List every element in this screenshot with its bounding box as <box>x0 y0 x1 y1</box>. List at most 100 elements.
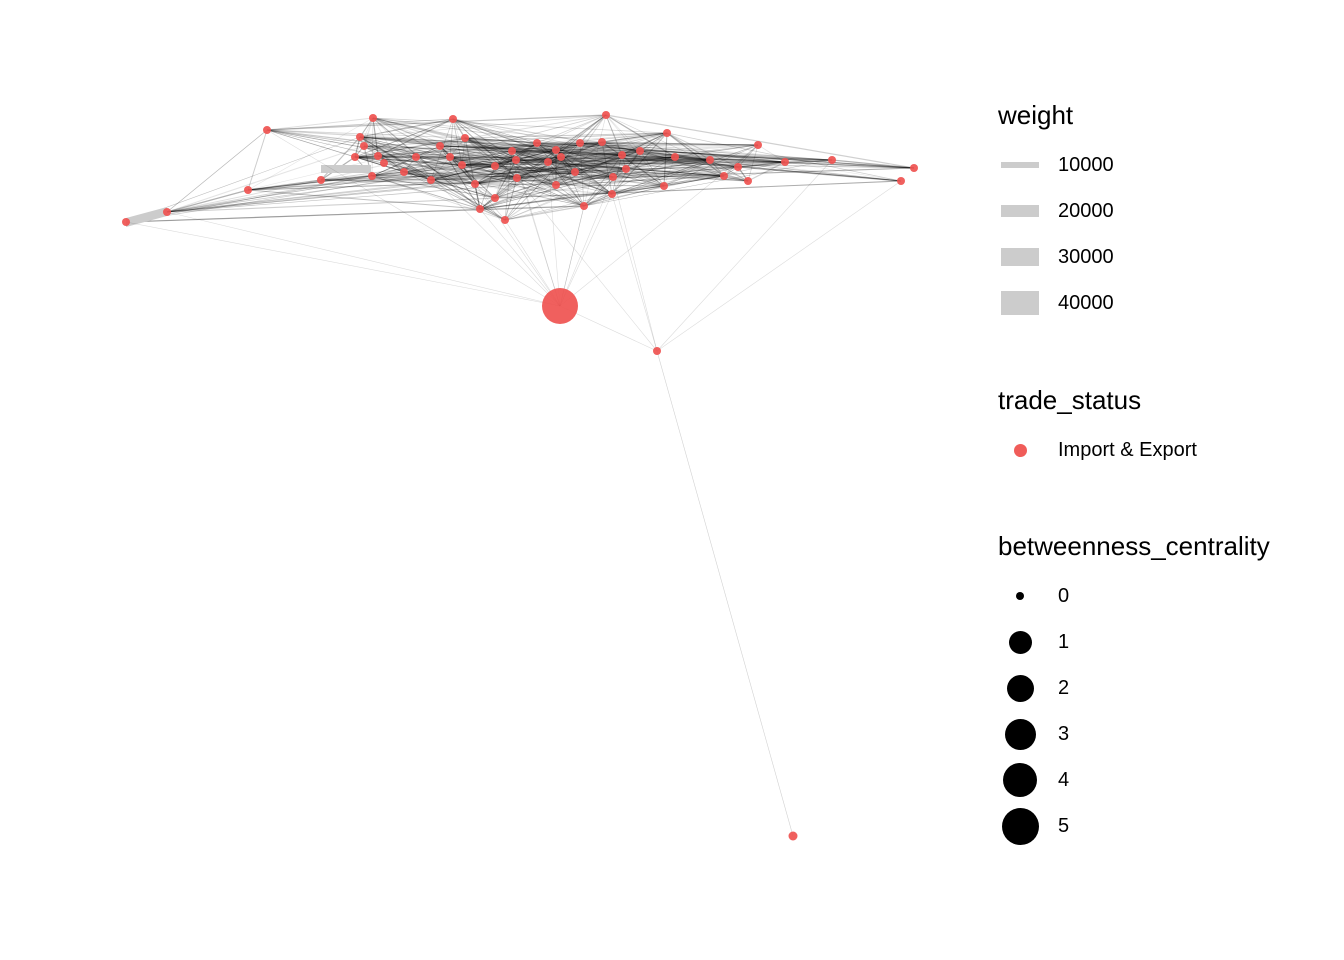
network-edge <box>494 142 581 167</box>
network-edge <box>494 142 581 199</box>
network-edge <box>621 132 668 156</box>
network-edge <box>511 150 518 179</box>
network-node <box>660 182 668 190</box>
legend-weight-item: 30000 <box>998 234 1114 280</box>
network-edge <box>371 164 463 177</box>
legend-betweenness-item: 0 <box>998 573 1270 619</box>
network-edge <box>579 142 749 182</box>
network-edge <box>479 175 725 210</box>
network-edge <box>547 161 557 186</box>
network-edge <box>372 117 557 186</box>
network-node <box>512 156 520 164</box>
network-edge <box>639 132 668 152</box>
network-edge <box>515 159 557 186</box>
network-edge <box>574 156 676 173</box>
network-edge <box>494 168 627 199</box>
network-node <box>449 115 457 123</box>
network-edge <box>461 156 562 166</box>
network-edge <box>452 118 549 163</box>
network-edge <box>612 150 641 178</box>
network-edge <box>430 179 481 210</box>
network-edge <box>516 114 607 179</box>
network-edge <box>747 161 786 182</box>
network-edge <box>621 144 759 156</box>
network-edge <box>511 150 562 158</box>
network-edge <box>439 145 557 151</box>
network-edge <box>354 156 585 207</box>
network-edge <box>377 155 496 199</box>
network-edge <box>536 142 627 170</box>
network-edge <box>474 183 585 207</box>
network-edge <box>583 159 833 207</box>
network-edge <box>464 132 668 139</box>
network-edge <box>555 161 786 186</box>
network-edge <box>359 136 405 173</box>
network-edge <box>359 136 739 168</box>
network-edge <box>474 171 576 185</box>
network-edge <box>449 118 454 158</box>
network-edge <box>372 117 549 163</box>
network-edge <box>579 114 607 144</box>
network-node <box>828 156 836 164</box>
network-edge <box>621 154 676 158</box>
network-edge <box>515 132 668 161</box>
network-edge <box>511 150 576 173</box>
network-edge <box>266 129 451 158</box>
weight-key-swatch <box>1001 205 1039 217</box>
legend-betweenness-label: 0 <box>1058 584 1070 607</box>
size-key-dot <box>1003 763 1037 797</box>
network-edge <box>359 136 432 181</box>
network-edge <box>560 156 749 182</box>
network-edge <box>354 156 557 186</box>
network-node <box>508 147 516 155</box>
network-edge <box>504 176 614 221</box>
network-edge <box>674 144 759 158</box>
network-edge <box>515 159 561 307</box>
network-edge <box>515 142 538 161</box>
network-node <box>671 153 679 161</box>
network-edge <box>415 156 833 161</box>
network-edge <box>547 161 613 195</box>
legend-trade-status-item: Import & Export <box>998 427 1197 473</box>
network-edge <box>547 161 725 177</box>
network-node <box>476 205 484 213</box>
network-node <box>618 151 626 159</box>
network-edge <box>403 171 476 185</box>
network-edge <box>663 144 759 187</box>
network-edge <box>611 166 739 195</box>
network-edge <box>737 161 786 168</box>
network-node <box>552 181 560 189</box>
network-edge <box>601 132 668 143</box>
network-edge <box>479 165 496 210</box>
network-edge <box>359 136 451 158</box>
network-edge <box>479 208 561 307</box>
network-node <box>788 831 798 841</box>
network-edge <box>354 137 466 158</box>
network-edge <box>555 156 676 186</box>
network-edge <box>247 137 466 191</box>
network-edge <box>494 142 538 199</box>
network-edge <box>663 175 725 187</box>
network-edge <box>125 205 585 223</box>
node-color-swatch <box>1013 443 1027 457</box>
network-edge <box>449 149 557 158</box>
network-node <box>412 153 420 161</box>
network-edge <box>579 142 641 152</box>
network-edge <box>479 156 676 210</box>
network-edge <box>377 132 668 157</box>
network-edge <box>516 132 668 179</box>
network-edge <box>166 189 249 213</box>
network-node <box>781 158 789 166</box>
network-edge <box>674 156 786 163</box>
network-edge <box>403 150 513 173</box>
network-edge <box>266 117 374 131</box>
network-edge <box>674 156 711 161</box>
network-edge <box>611 185 665 195</box>
network-edge <box>612 175 725 178</box>
network-node <box>356 133 364 141</box>
network-edge <box>583 156 676 207</box>
network-edge <box>359 136 441 147</box>
network-edge <box>452 118 518 179</box>
network-edge <box>737 166 902 182</box>
network-edge <box>359 114 607 138</box>
